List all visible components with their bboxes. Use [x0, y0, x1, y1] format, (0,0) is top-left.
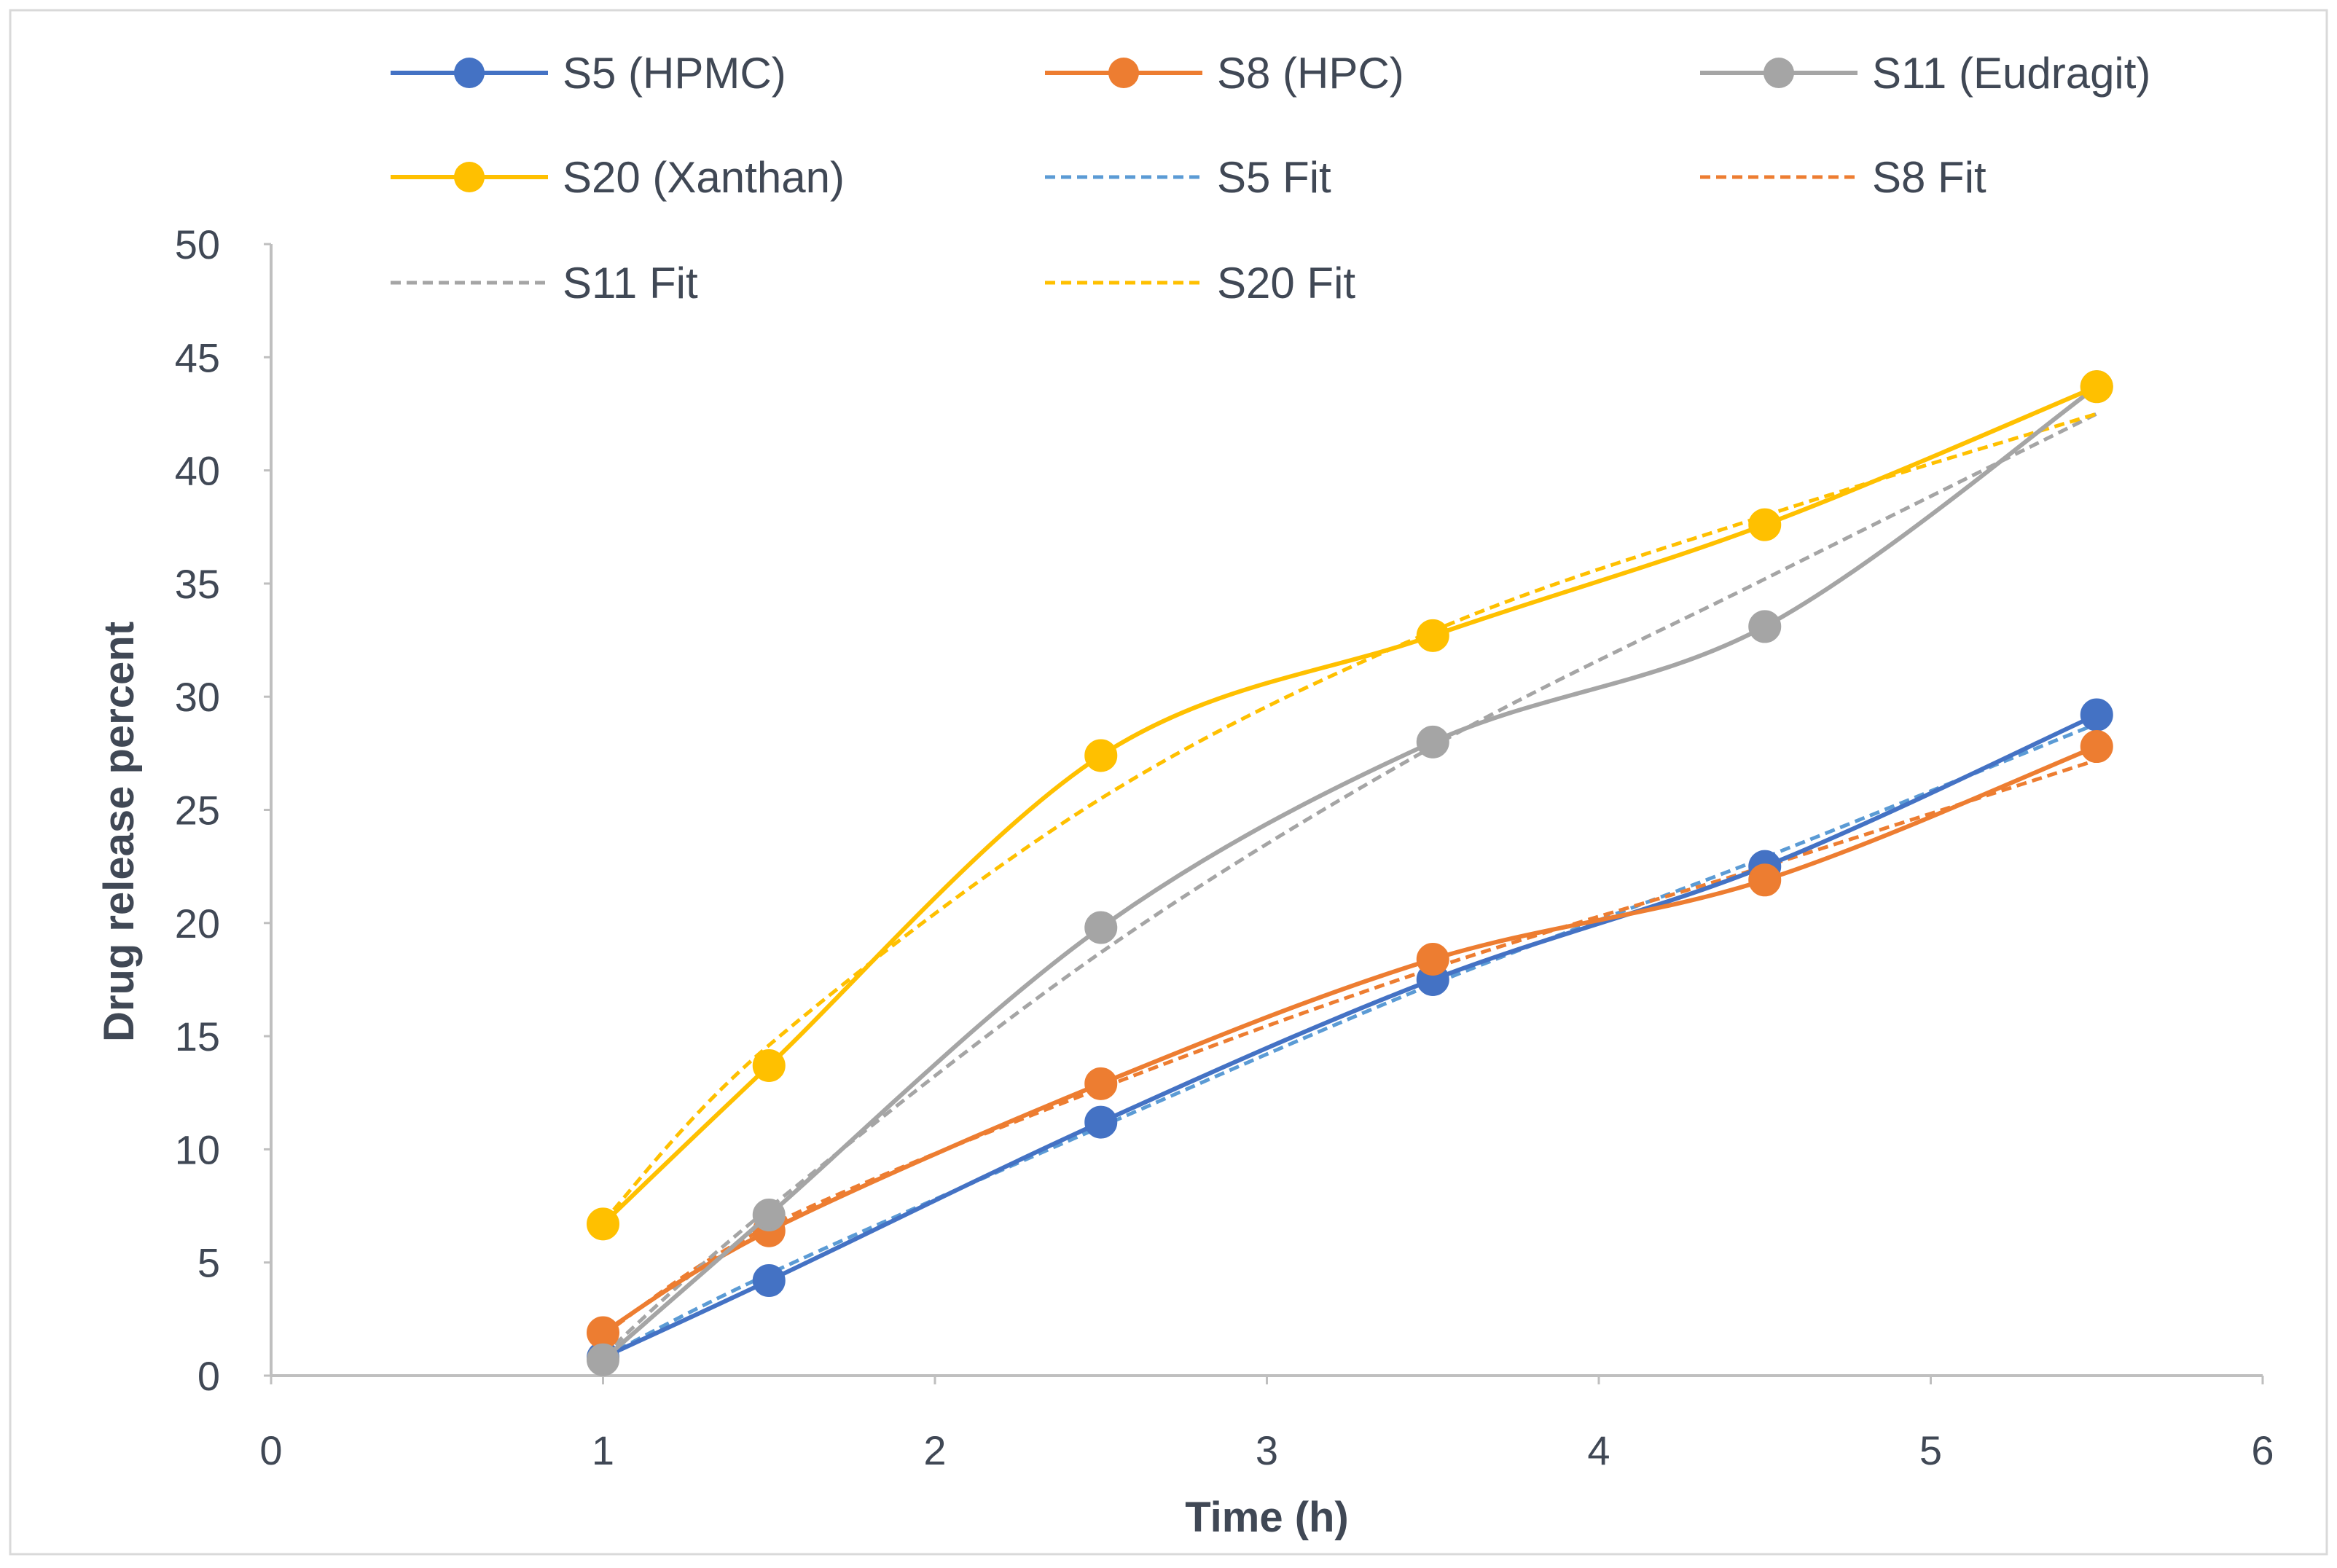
- legend-item-s5-fit: S5 Fit: [1045, 153, 1331, 202]
- y-tick-label: 45: [175, 334, 220, 380]
- legend-label: S5 Fit: [1217, 153, 1331, 202]
- y-tick-label: 20: [175, 901, 220, 946]
- data-point-s20-xanthan: [1416, 619, 1449, 652]
- series-s20-fit: [601, 412, 2097, 1223]
- legend-item-s8-fit: S8 Fit: [1700, 153, 1986, 202]
- legend-label: S8 (HPC): [1217, 49, 1404, 98]
- x-tick-label: 0: [259, 1427, 282, 1473]
- legend-label: S11 Fit: [563, 259, 698, 307]
- x-axis-title: Time (h): [1185, 1494, 1349, 1541]
- y-tick-label: 40: [175, 448, 220, 494]
- data-point-s11-eudragit: [587, 1343, 619, 1376]
- x-tick-label: 4: [1587, 1427, 1610, 1473]
- data-point-s20-xanthan: [587, 1207, 619, 1241]
- legend-item-s11-fit: S11 Fit: [391, 259, 698, 307]
- data-point-s11-eudragit: [1084, 911, 1118, 944]
- data-point-s20-xanthan: [2080, 370, 2113, 404]
- x-tick-label: 2: [923, 1427, 946, 1473]
- series-line-s20-fit: [601, 412, 2097, 1223]
- legend-item-s5-hpmc: S5 (HPMC): [391, 49, 786, 98]
- y-tick-label: 15: [175, 1014, 220, 1059]
- legend-item-s20-xanthan: S20 (Xanthan): [391, 153, 845, 202]
- data-point-s20-xanthan: [1748, 508, 1782, 541]
- x-tick-label: 5: [1919, 1427, 1942, 1473]
- series-s11-fit: [601, 412, 2098, 1357]
- legend-item-s11-eudragit: S11 (Eudragit): [1700, 49, 2150, 98]
- data-point-s5-hpmc: [752, 1264, 786, 1298]
- y-tick-label: 50: [175, 222, 220, 267]
- data-point-s20-xanthan: [1084, 739, 1118, 772]
- legend-label: S11 (Eudragit): [1872, 49, 2150, 98]
- legend-swatch-marker: [1763, 58, 1794, 88]
- data-point-s5-hpmc: [1084, 1105, 1118, 1139]
- x-tick-label: 3: [1256, 1427, 1278, 1473]
- y-tick-label: 10: [175, 1126, 220, 1172]
- y-tick-label: 35: [175, 561, 220, 607]
- data-point-s5-hpmc: [2080, 698, 2113, 732]
- data-point-s8-hpc: [2080, 730, 2113, 764]
- legend-item-s20-fit: S20 Fit: [1045, 259, 1355, 307]
- legend-swatch-marker: [454, 162, 485, 192]
- legend-swatch-marker: [454, 58, 485, 88]
- data-point-s8-hpc: [1416, 942, 1449, 976]
- y-axis-title: Drug release percent: [95, 622, 143, 1042]
- legend-label: S8 Fit: [1872, 153, 1986, 202]
- legend-item-s8-hpc: S8 (HPC): [1045, 49, 1404, 98]
- legend-label: S20 (Xanthan): [563, 153, 845, 202]
- legend: S5 (HPMC) S8 (HPC) S11 (Eudragit) S20 (Xant…: [391, 49, 2150, 307]
- legend-label: S5 (HPMC): [563, 49, 786, 98]
- series-layer: [587, 370, 2113, 1376]
- x-tick-label: 1: [592, 1427, 614, 1473]
- series-line-s11-fit: [601, 412, 2098, 1357]
- data-point-s11-eudragit: [1416, 725, 1449, 758]
- x-tick-label: 6: [2251, 1427, 2274, 1473]
- data-point-s11-eudragit: [1748, 610, 1782, 643]
- data-point-s20-xanthan: [752, 1048, 786, 1082]
- data-point-s8-hpc: [1748, 863, 1782, 897]
- y-tick-label: 0: [197, 1353, 220, 1399]
- y-tick-label: 5: [197, 1240, 220, 1286]
- chart-frame: [9, 9, 2328, 1556]
- y-tick-label: 30: [175, 674, 220, 720]
- y-tick-label: 25: [175, 788, 220, 834]
- data-point-s8-hpc: [587, 1316, 619, 1349]
- series-s20-xanthan: [587, 370, 2113, 1241]
- data-point-s8-hpc: [1084, 1067, 1118, 1100]
- legend-swatch-marker: [1108, 58, 1139, 88]
- data-point-s11-eudragit: [752, 1198, 786, 1231]
- legend-label: S20 Fit: [1217, 259, 1355, 307]
